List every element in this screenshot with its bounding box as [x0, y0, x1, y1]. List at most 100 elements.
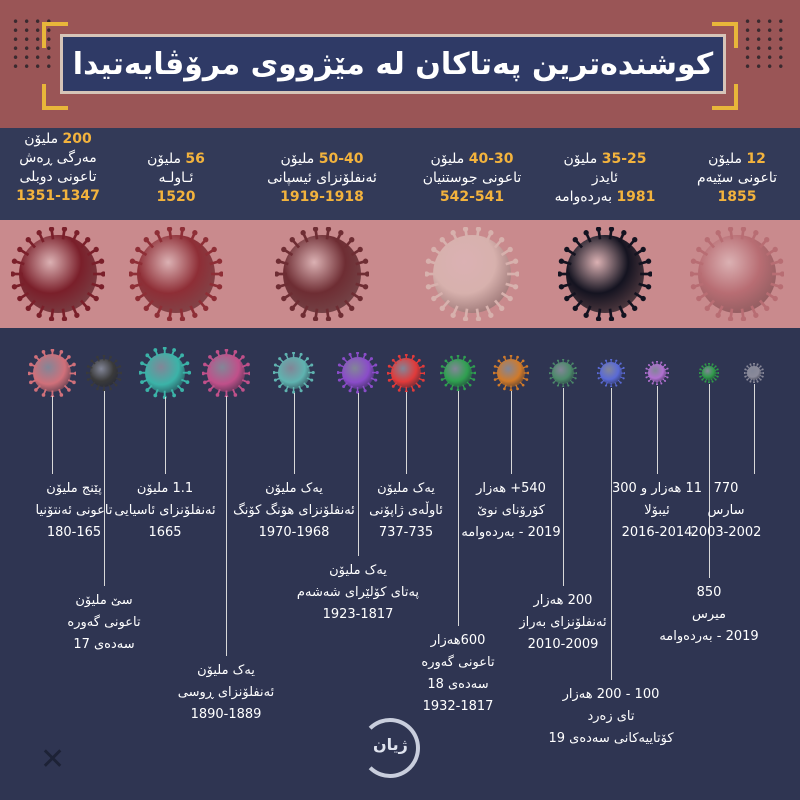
- deaths-line: 56 ملیۆن: [98, 150, 254, 169]
- timeline-virus-icon: [699, 363, 719, 383]
- deaths-value: 50-40: [318, 151, 364, 167]
- timeline-virus-icon: [493, 355, 529, 391]
- timeline-label-line: یەک ملیۆن: [329, 563, 387, 578]
- timeline-label: 850 میرس 2019 - بەردەوامە: [639, 582, 779, 648]
- timeline-label-line: ئیبۆلا: [644, 503, 670, 518]
- timeline-label-line: 11 هەزار و 300: [611, 481, 703, 496]
- frame-corner-br: [712, 84, 738, 110]
- timeline-virus-icon: [596, 358, 626, 388]
- timeline-connector: [358, 393, 359, 556]
- timeline-connector: [754, 384, 755, 474]
- timeline-connector: [294, 393, 295, 474]
- timeline-label-line: سەدەی 18: [427, 677, 489, 692]
- timeline-label-line: 1890-1889: [190, 707, 262, 722]
- deaths-unit: ملیۆن: [280, 151, 319, 167]
- timeline-label: یەک ملیۆن پەتای کۆلێرای شەشەم 1923-1817: [288, 560, 428, 626]
- virus-icon: [645, 361, 669, 385]
- pandemic-name: تاعونی جوستنیان: [422, 170, 522, 186]
- virus-icon: [86, 355, 122, 391]
- pandemic-name: ئەنفلۆنزای ئیسپانی: [267, 170, 377, 186]
- pandemic-name-2: تاعونی دوبلی: [19, 169, 97, 185]
- timeline-label: 11 هەزار و 300 ئیبۆلا 2016-2014: [587, 478, 727, 544]
- deaths-value: 200: [62, 131, 92, 147]
- virus-icon: [273, 352, 315, 394]
- title-banner: کوشندەترین پەتاکان لە مێژووی مرۆڤایەتیدا: [60, 34, 726, 94]
- timeline-label-line: ئاوڵەی ژاپۆنی: [369, 503, 443, 518]
- timeline-label-line: پێنج ملیۆن: [46, 481, 102, 496]
- close-icon[interactable]: ✕: [40, 742, 66, 777]
- timeline-label-line: ئەنفلۆنزای ڕوسی: [177, 685, 275, 700]
- years-line: 1520: [98, 188, 254, 207]
- timeline-connector: [611, 388, 612, 680]
- top-pandemic-label: 56 ملیۆن ئـاولـە 1520: [98, 150, 254, 207]
- timeline-connector: [511, 391, 512, 474]
- timeline-label-line: 2003-2002: [690, 525, 762, 540]
- virus-icon: [11, 227, 105, 321]
- timeline-virus-icon: [86, 355, 122, 391]
- timeline-label-line: 100 - 200 هەزار: [562, 687, 660, 702]
- deaths-unit: ملیۆن: [147, 151, 186, 167]
- virus-icon: [596, 358, 626, 388]
- timeline-label-line: تای زەرد: [587, 709, 635, 724]
- timeline-label-line: 600هەزار: [430, 633, 486, 648]
- deaths-unit: ملیۆن: [708, 151, 747, 167]
- years-line: 1919-1918: [244, 188, 400, 207]
- logo-text: ژیان: [373, 735, 408, 754]
- timeline-virus-icon: [337, 352, 379, 394]
- virus-icon: [558, 227, 652, 321]
- timeline-label-line: ئەنفلۆنزای ئاسیایی: [114, 503, 216, 518]
- virus-icon: [139, 347, 191, 399]
- deaths-line: 200 ملیۆن: [0, 130, 136, 149]
- years-line: 542-541: [394, 188, 550, 207]
- top-virus-icon: [558, 227, 652, 321]
- timeline-label-line: 1.1 ملیۆن: [136, 481, 194, 496]
- timeline-virus-icon: [386, 353, 426, 393]
- timeline-virus-icon: [440, 355, 476, 391]
- timeline-label-line: سێ ملیۆن: [75, 593, 133, 608]
- timeline-connector: [52, 396, 53, 474]
- timeline-label-line: یەک ملیۆن: [197, 663, 255, 678]
- deaths-line: 35-25 ملیۆن: [527, 150, 683, 169]
- deaths-unit: ملیۆن: [24, 131, 63, 147]
- timeline-connector: [104, 391, 105, 586]
- deaths-value: 12: [746, 151, 766, 167]
- deaths-value: 56: [185, 151, 205, 167]
- timeline-label: 100 - 200 هەزار تای زەرد کۆتاییەکانی سەدەی…: [541, 684, 681, 750]
- pandemic-name: تاعونی سێیەم: [696, 170, 778, 186]
- top-virus-icon: [425, 227, 519, 321]
- virus-icon: [548, 358, 578, 388]
- years-value: 1520: [156, 189, 196, 205]
- top-pandemic-label: 40-30 ملیۆن تاعونی جوستنیان 542-541: [394, 150, 550, 207]
- years-value: 1351-1347: [16, 188, 100, 204]
- timeline-virus-icon: [548, 358, 578, 388]
- timeline-label-line: کۆتاییەکانی سەدەی 19: [548, 731, 674, 746]
- logo-icon: [360, 718, 420, 778]
- timeline-label: 1.1 ملیۆن ئەنفلۆنزای ئاسیایی 1665: [95, 478, 235, 544]
- years-line: 1351-1347: [0, 187, 136, 206]
- timeline-label-line: کۆرۆنای نوێ: [477, 503, 545, 518]
- deaths-line: 12 ملیۆن: [659, 150, 800, 169]
- top-virus-icon: [690, 227, 784, 321]
- timeline-label: یەک ملیۆن ئاوڵەی ژاپۆنی 737-735: [336, 478, 476, 544]
- deaths-line: 50-40 ملیۆن: [244, 150, 400, 169]
- timeline-label-line: سارس: [707, 503, 745, 518]
- top-virus-band: [0, 220, 800, 328]
- virus-icon: [744, 363, 764, 383]
- timeline-connector: [458, 391, 459, 626]
- deaths-value: 40-30: [468, 151, 514, 167]
- timeline-label-line: 200 هەزار: [533, 593, 593, 608]
- frame-corner-tr: [712, 22, 738, 48]
- timeline-connector: [165, 397, 166, 474]
- timeline-connector: [657, 386, 658, 474]
- timeline-label-line: 540+ هەزار: [476, 481, 546, 496]
- timeline-label: 770 سارس 2003-2002: [656, 478, 796, 544]
- timeline-label-line: 1923-1817: [322, 607, 394, 622]
- timeline-label-line: 2019 - بەردەوامە: [659, 629, 759, 644]
- timeline-label: 600هەزار تاعونی گەورە سەدەی 18 1932-1817: [388, 630, 528, 718]
- timeline-label-line: میرس: [692, 607, 726, 622]
- timeline-virus-icon: [744, 363, 764, 383]
- timeline-virus-icon: [273, 352, 315, 394]
- years-suffix: بەردەوامە: [554, 189, 617, 205]
- deaths-line: 40-30 ملیۆن: [394, 150, 550, 169]
- virus-icon: [337, 352, 379, 394]
